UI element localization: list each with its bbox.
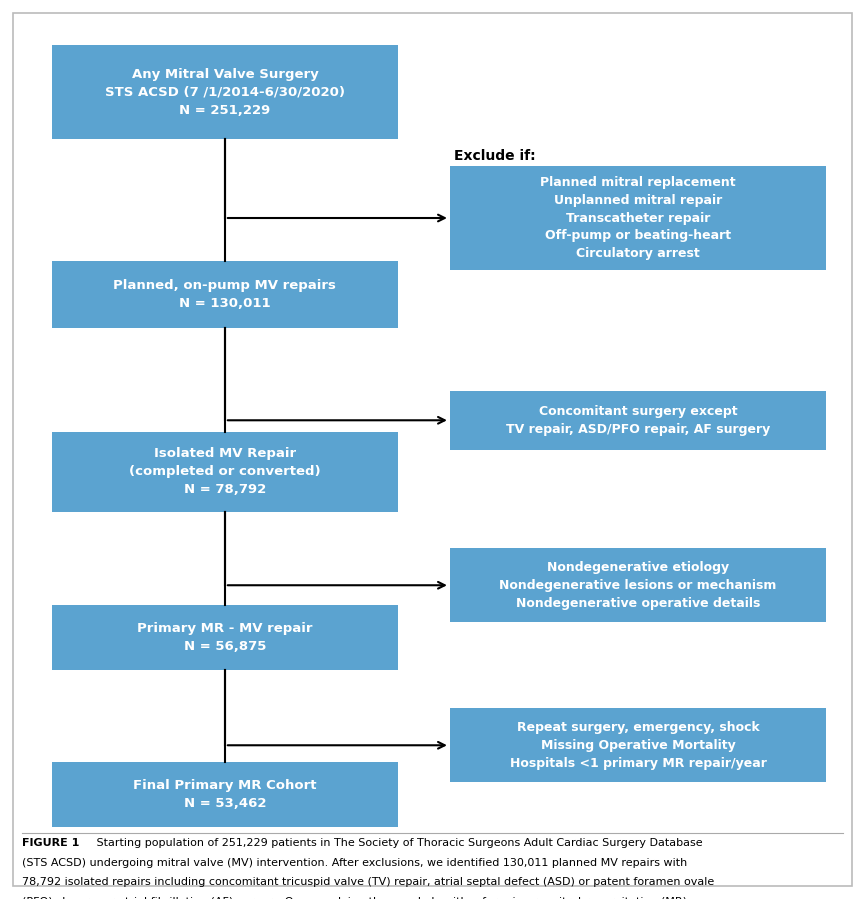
- Text: Unplanned mitral repair: Unplanned mitral repair: [554, 193, 722, 207]
- Text: Nondegenerative operative details: Nondegenerative operative details: [516, 597, 760, 610]
- FancyBboxPatch shape: [52, 261, 398, 328]
- Text: Repeat surgery, emergency, shock: Repeat surgery, emergency, shock: [516, 721, 759, 734]
- Text: Missing Operative Mortality: Missing Operative Mortality: [541, 739, 735, 752]
- Text: Concomitant surgery except: Concomitant surgery except: [539, 405, 737, 418]
- FancyBboxPatch shape: [450, 548, 826, 622]
- Text: Circulatory arrest: Circulatory arrest: [576, 247, 700, 261]
- Text: Off-pump or beating-heart: Off-pump or beating-heart: [545, 229, 731, 243]
- Text: Hospitals <1 primary MR repair/year: Hospitals <1 primary MR repair/year: [509, 757, 766, 770]
- FancyBboxPatch shape: [13, 13, 852, 886]
- Text: Planned, on-pump MV repairs: Planned, on-pump MV repairs: [113, 279, 336, 292]
- Text: (completed or converted): (completed or converted): [129, 466, 321, 478]
- Text: N = 130,011: N = 130,011: [179, 297, 271, 310]
- FancyBboxPatch shape: [450, 708, 826, 782]
- Text: Final Primary MR Cohort: Final Primary MR Cohort: [133, 779, 317, 792]
- Text: FIGURE 1: FIGURE 1: [22, 838, 79, 848]
- Text: N = 53,462: N = 53,462: [183, 797, 266, 810]
- Text: N = 56,875: N = 56,875: [183, 640, 266, 653]
- Text: TV repair, ASD/PFO repair, AF surgery: TV repair, ASD/PFO repair, AF surgery: [506, 423, 770, 436]
- Text: Nondegenerative etiology: Nondegenerative etiology: [547, 561, 729, 574]
- Text: Any Mitral Valve Surgery: Any Mitral Valve Surgery: [131, 67, 318, 81]
- Text: N = 78,792: N = 78,792: [183, 484, 266, 496]
- Text: (STS ACSD) undergoing mitral valve (MV) intervention. After exclusions, we ident: (STS ACSD) undergoing mitral valve (MV) …: [22, 858, 687, 868]
- Text: N = 251,229: N = 251,229: [179, 103, 271, 117]
- FancyBboxPatch shape: [52, 45, 398, 139]
- FancyBboxPatch shape: [450, 391, 826, 450]
- Text: (PFO) closure, or atrial fibrillation (AF) surgery. Once applying the novel algo: (PFO) closure, or atrial fibrillation (A…: [22, 897, 690, 899]
- FancyBboxPatch shape: [52, 605, 398, 670]
- FancyBboxPatch shape: [52, 432, 398, 512]
- Text: Isolated MV Repair: Isolated MV Repair: [154, 448, 296, 460]
- Text: Exclude if:: Exclude if:: [454, 149, 535, 164]
- FancyBboxPatch shape: [450, 166, 826, 270]
- Text: Primary MR - MV repair: Primary MR - MV repair: [138, 622, 312, 635]
- Text: 78,792 isolated repairs including concomitant tricuspid valve (TV) repair, atria: 78,792 isolated repairs including concom…: [22, 877, 714, 887]
- Text: Nondegenerative lesions or mechanism: Nondegenerative lesions or mechanism: [499, 579, 777, 592]
- Text: Transcatheter repair: Transcatheter repair: [566, 211, 710, 225]
- Text: Starting population of 251,229 patients in The Society of Thoracic Surgeons Adul: Starting population of 251,229 patients …: [93, 838, 703, 848]
- Text: STS ACSD (7 /1/2014-6/30/2020): STS ACSD (7 /1/2014-6/30/2020): [105, 85, 345, 99]
- FancyBboxPatch shape: [52, 762, 398, 827]
- Text: Planned mitral replacement: Planned mitral replacement: [540, 175, 736, 189]
